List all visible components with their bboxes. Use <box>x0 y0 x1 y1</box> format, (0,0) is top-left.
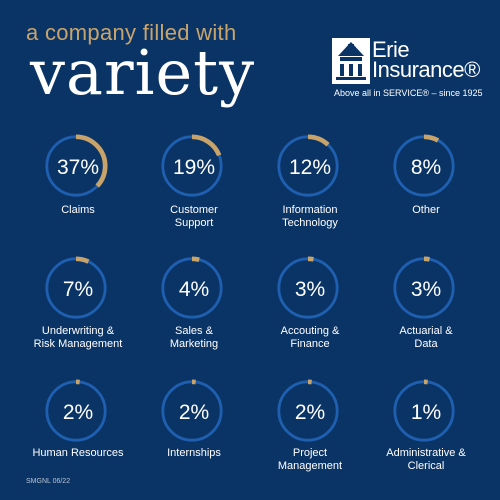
stat-ring-progress <box>392 256 456 320</box>
stat-ring <box>44 256 108 320</box>
stat-label: Other <box>412 204 440 216</box>
stat-label: Project Management <box>277 447 343 472</box>
stat-percent: 8% <box>410 156 442 179</box>
stat-label: Human Resources <box>32 447 124 459</box>
stat-percent: 19% <box>172 156 216 179</box>
stat-ring <box>160 379 224 443</box>
stat-percent: 2% <box>62 401 94 424</box>
stat-ring <box>160 134 224 198</box>
stat-percent: 3% <box>294 278 326 301</box>
stat-ring <box>392 256 456 320</box>
stat-ring <box>392 379 456 443</box>
stat-ring-progress <box>392 134 456 198</box>
stat-ring-progress <box>44 379 108 443</box>
stat-percent: 12% <box>288 156 332 179</box>
stat-ring <box>44 379 108 443</box>
stat-percent: 2% <box>178 401 210 424</box>
stat-label: Information Technology <box>282 204 338 229</box>
stat-label: Claims <box>61 204 95 216</box>
logo-name-line2: Insurance® <box>372 57 480 82</box>
erie-insurance-logo: Erie Insurance® Above all in SERVICE® – … <box>330 38 490 108</box>
stat-label: Actuarial & Data <box>399 325 453 350</box>
stat-ring <box>392 134 456 198</box>
stat-ring-progress <box>160 379 224 443</box>
stat-percent: 37% <box>56 156 100 179</box>
stat-label: Administrative & Clerical <box>386 447 466 472</box>
stat-label: Customer Support <box>170 204 218 229</box>
stat-ring-progress <box>160 134 224 198</box>
stat-ring <box>276 256 340 320</box>
stat-ring-progress <box>160 256 224 320</box>
stat-ring <box>276 134 340 198</box>
footer-code: SMGNL 06/22 <box>26 478 71 485</box>
stat-ring-progress <box>44 134 108 198</box>
headline: variety <box>30 36 256 109</box>
stat-ring-progress <box>44 256 108 320</box>
logo-name: Erie Insurance® <box>372 37 480 82</box>
stat-percent: 4% <box>178 278 210 301</box>
stat-ring-progress <box>276 134 340 198</box>
building-logo-icon <box>332 38 370 84</box>
stat-ring-progress <box>276 256 340 320</box>
stat-ring-progress <box>276 379 340 443</box>
stat-label: Sales & Marketing <box>169 325 219 350</box>
stat-ring-progress <box>392 379 456 443</box>
logo-name-line1: Erie <box>372 37 410 62</box>
stat-percent: 2% <box>294 401 326 424</box>
stat-percent: 7% <box>62 278 94 301</box>
logo-tagline: Above all in SERVICE® – since 1925 <box>334 88 483 98</box>
stat-label: Internships <box>167 447 221 459</box>
tagline: a company filled with <box>26 20 237 45</box>
stat-ring <box>44 134 108 198</box>
stat-label: Accouting & Finance <box>280 325 340 350</box>
stat-ring <box>160 256 224 320</box>
stat-label: Underwriting & Risk Management <box>33 325 123 350</box>
stat-percent: 3% <box>410 278 442 301</box>
stat-ring <box>276 379 340 443</box>
stat-percent: 1% <box>410 401 442 424</box>
